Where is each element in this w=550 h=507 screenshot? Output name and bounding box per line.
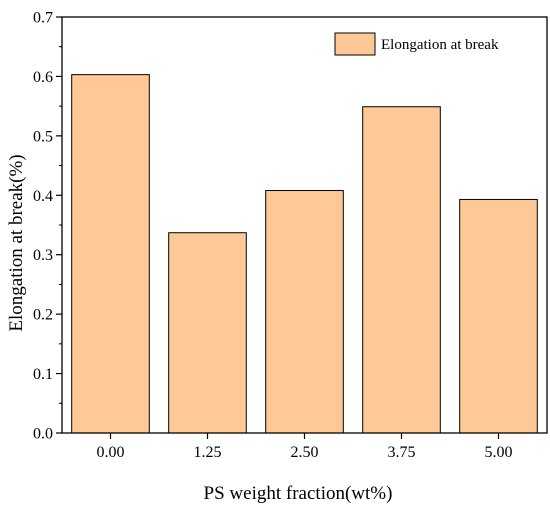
- x-axis-label: PS weight fraction(wt%): [204, 483, 393, 504]
- y-tick-label: 0.1: [33, 366, 53, 383]
- bar-2.50: [265, 190, 344, 434]
- y-tick-label: 0.3: [33, 247, 53, 264]
- legend-label: Elongation at break: [381, 37, 499, 53]
- x-tick-label: 3.75: [388, 444, 416, 461]
- x-tick-label: 1.25: [194, 444, 222, 461]
- y-tick-label: 0.7: [33, 10, 53, 27]
- bar-3.75: [362, 106, 441, 434]
- legend: Elongation at break: [334, 32, 499, 56]
- bar-0.00: [71, 74, 150, 434]
- y-ticks-group: 0.0 0.1 0.2 0.3 0.4 0.5 0.6 0.7: [33, 10, 62, 443]
- y-tick-label: 0.4: [33, 188, 53, 205]
- legend-swatch: [334, 32, 376, 56]
- bars-group: [71, 74, 538, 434]
- x-tick-label: 5.00: [485, 444, 513, 461]
- x-tick-label: 2.50: [291, 444, 319, 461]
- y-tick-label: 0.5: [33, 128, 53, 145]
- y-axis-label: Elongation at break(%): [6, 154, 27, 331]
- y-tick-label: 0.6: [33, 69, 53, 86]
- y-tick-label: 0.0: [33, 426, 53, 443]
- bar-5.00: [459, 198, 538, 434]
- x-tick-label: 0.00: [97, 444, 125, 461]
- y-tick-label: 0.2: [33, 307, 53, 324]
- x-ticks-group: 0.00 1.25 2.50 3.75 5.00: [97, 433, 513, 461]
- bar-1.25: [168, 232, 247, 434]
